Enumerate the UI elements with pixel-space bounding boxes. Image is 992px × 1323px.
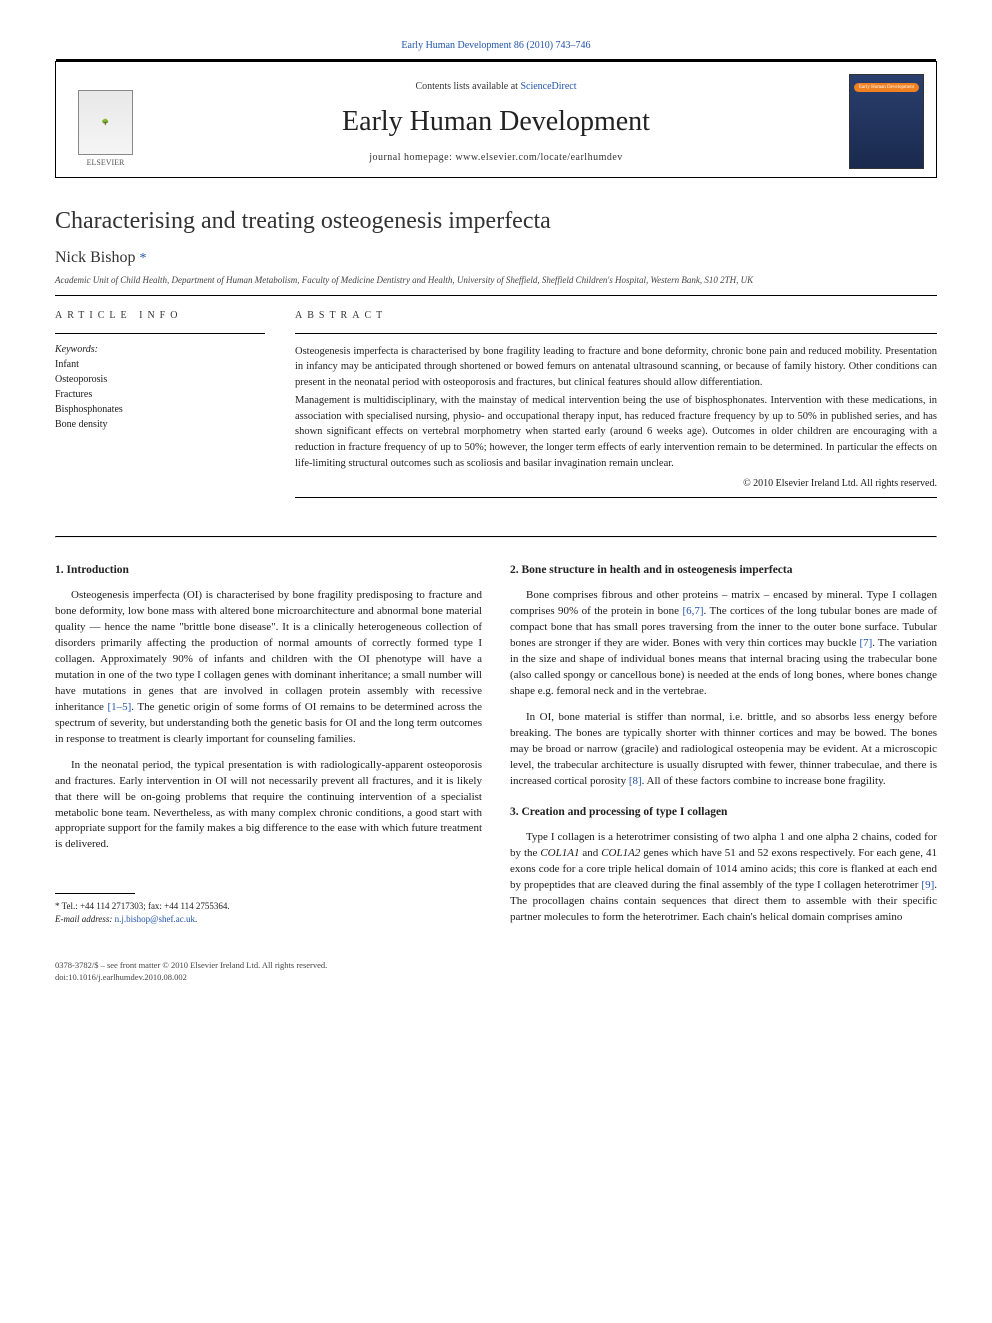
footer-line: 0378-3782/$ – see front matter © 2010 El… xyxy=(55,960,937,972)
journal-title: Early Human Development xyxy=(143,106,849,138)
abstract-paragraph: Osteogenesis imperfecta is characterised… xyxy=(295,344,937,391)
ref-link[interactable]: [1–5] xyxy=(107,701,131,713)
email-link[interactable]: n.j.bishop@shef.ac.uk xyxy=(115,914,195,924)
footnote-email-label: E-mail address: xyxy=(55,914,112,924)
doi-line: doi:10.1016/j.earlhumdev.2010.08.002 xyxy=(55,972,937,984)
keyword: Bisphosphonates xyxy=(55,402,265,417)
keywords-list: Infant Osteoporosis Fractures Bisphospho… xyxy=(55,357,265,432)
abstract-paragraph: Management is multidisciplinary, with th… xyxy=(295,393,937,472)
journal-reference[interactable]: Early Human Development 86 (2010) 743–74… xyxy=(55,40,937,51)
corresponding-star-icon: * xyxy=(139,251,146,266)
ref-link[interactable]: [6,7] xyxy=(682,605,703,617)
affiliation: Academic Unit of Child Health, Departmen… xyxy=(55,275,937,287)
author-line: Nick Bishop * xyxy=(55,249,937,267)
abstract-heading: ABSTRACT xyxy=(295,310,937,321)
keywords-label: Keywords: xyxy=(55,344,265,355)
section-heading: 1. Introduction xyxy=(55,562,482,579)
elsevier-label: ELSEVIER xyxy=(87,158,125,167)
ref-link[interactable]: [8] xyxy=(629,775,642,787)
journal-header: 🌳 ELSEVIER Contents lists available at S… xyxy=(55,61,937,178)
section-heading: 3. Creation and processing of type I col… xyxy=(510,804,937,821)
keyword: Osteoporosis xyxy=(55,372,265,387)
article-info-block: ARTICLE INFO Keywords: Infant Osteoporos… xyxy=(55,310,265,508)
article-info-heading: ARTICLE INFO xyxy=(55,310,265,321)
footnote-separator xyxy=(55,893,135,894)
divider xyxy=(55,295,937,296)
abstract-block: ABSTRACT Osteogenesis imperfecta is char… xyxy=(295,310,937,508)
footnote: * Tel.: +44 114 2717303; fax: +44 114 27… xyxy=(55,900,482,925)
copyright-line: © 2010 Elsevier Ireland Ltd. All rights … xyxy=(295,478,937,489)
keyword: Infant xyxy=(55,357,265,372)
body-text: 1. Introduction Osteogenesis imperfecta … xyxy=(55,562,937,936)
sciencedirect-link[interactable]: ScienceDirect xyxy=(520,81,576,92)
body-paragraph: In OI, bone material is stiffer than nor… xyxy=(510,710,937,790)
article-title: Characterising and treating osteogenesis… xyxy=(55,208,937,235)
full-divider xyxy=(55,536,937,538)
keyword: Fractures xyxy=(55,387,265,402)
body-paragraph: In the neonatal period, the typical pres… xyxy=(55,758,482,854)
ref-link[interactable]: [9] xyxy=(921,879,934,891)
body-paragraph: Bone comprises fibrous and other protein… xyxy=(510,588,937,700)
keyword: Bone density xyxy=(55,417,265,432)
journal-homepage: journal homepage: www.elsevier.com/locat… xyxy=(143,152,849,163)
journal-cover-thumbnail: Early Human Development xyxy=(849,74,924,169)
body-paragraph: Type I collagen is a heterotrimer consis… xyxy=(510,830,937,926)
contents-line: Contents lists available at ScienceDirec… xyxy=(143,81,849,92)
section-heading: 2. Bone structure in health and in osteo… xyxy=(510,562,937,579)
footnote-tel: * Tel.: +44 114 2717303; fax: +44 114 27… xyxy=(55,900,482,913)
body-paragraph: Osteogenesis imperfecta (OI) is characte… xyxy=(55,588,482,747)
ref-link[interactable]: [7] xyxy=(859,637,872,649)
elsevier-logo: 🌳 ELSEVIER xyxy=(68,77,143,167)
page-footer: 0378-3782/$ – see front matter © 2010 El… xyxy=(55,960,937,984)
